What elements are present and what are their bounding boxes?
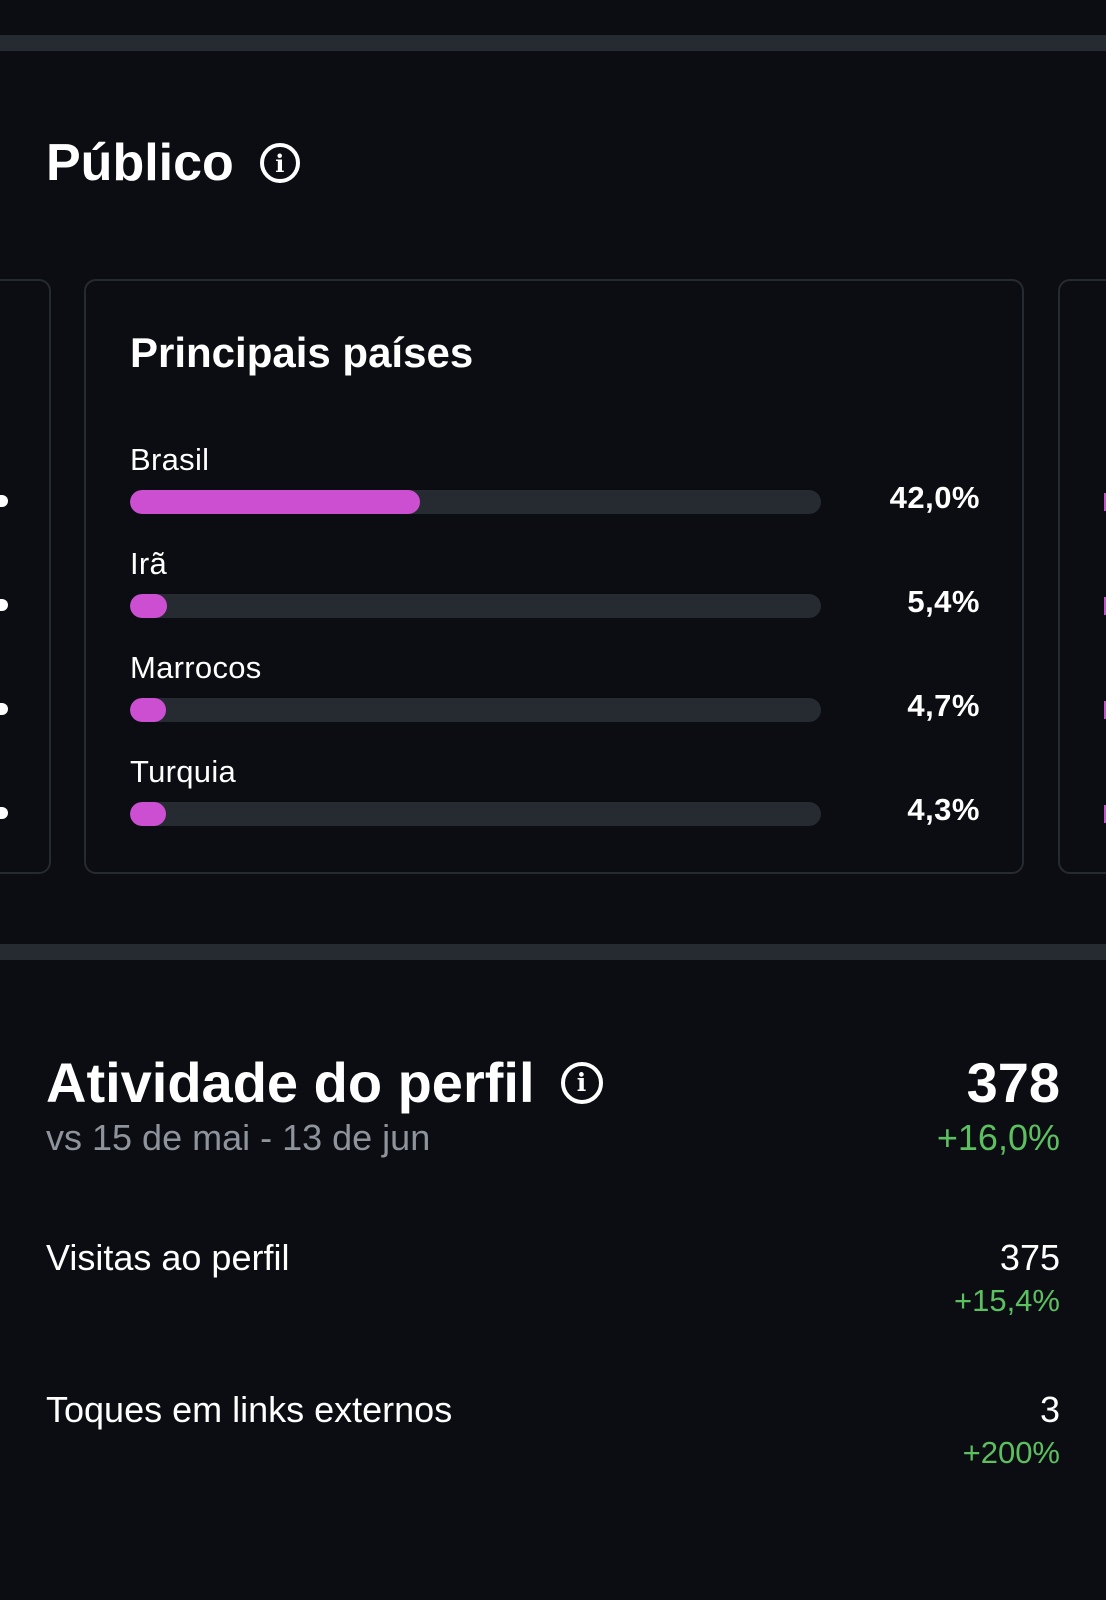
country-name: Irã [130, 546, 168, 581]
partial-bar [1104, 597, 1106, 615]
country-name: Brasil [130, 442, 210, 477]
cities-card-partial[interactable] [1058, 279, 1106, 874]
country-bar-track [130, 802, 821, 826]
partial-value-mark [0, 495, 8, 507]
activity-header: Atividade do perfil i [46, 1050, 603, 1115]
section-divider [0, 35, 1106, 51]
metric-row-external-links[interactable]: Toques em links externos 3 +200% [46, 1389, 1060, 1499]
activity-total: 378 [966, 1051, 1060, 1114]
country-percent: 4,7% [907, 688, 980, 723]
country-bar-track [130, 698, 821, 722]
partial-value-mark [0, 599, 8, 611]
info-icon[interactable]: i [259, 143, 300, 183]
country-bar-fill [130, 594, 168, 618]
metric-value: 375 [999, 1237, 1060, 1278]
metric-label: Toques em links externos [46, 1389, 453, 1430]
country-percent: 4,3% [907, 792, 980, 827]
country-bar-fill [130, 698, 166, 722]
country-name: Marrocos [130, 650, 262, 685]
country-row: Brasil 42,0% [130, 442, 980, 546]
age-card-partial[interactable] [0, 279, 51, 874]
country-row: Irã 5,4% [130, 546, 980, 650]
section-divider [0, 944, 1106, 960]
metric-row-profile-visits[interactable]: Visitas ao perfil 375 +15,4% [46, 1237, 1060, 1347]
metric-value: 3 [1039, 1389, 1060, 1430]
partial-value-mark [0, 807, 8, 819]
partial-bar [1104, 701, 1106, 719]
publico-header: Público i [46, 133, 300, 193]
activity-total-change: +16,0% [936, 1117, 1060, 1158]
country-row: Turquia 4,3% [130, 754, 980, 858]
country-name: Turquia [130, 754, 237, 789]
top-countries-card[interactable]: Principais países Brasil 42,0% Irã 5,4% … [84, 279, 1024, 874]
country-bar-fill [130, 802, 166, 826]
country-percent: 42,0% [889, 480, 980, 515]
country-row: Marrocos 4,7% [130, 650, 980, 754]
top-countries-title: Principais países [130, 329, 474, 376]
publico-title: Público [46, 134, 234, 192]
country-percent: 5,4% [907, 584, 980, 619]
compare-period: vs 15 de mai - 13 de jun [46, 1117, 431, 1158]
partial-bar [1104, 805, 1106, 823]
partial-value-mark [0, 703, 8, 715]
activity-title: Atividade do perfil [46, 1051, 535, 1114]
metric-label: Visitas ao perfil [46, 1237, 290, 1278]
metric-change: +15,4% [953, 1283, 1060, 1318]
partial-bar [1104, 493, 1106, 511]
country-bar-track [130, 594, 821, 618]
country-bar-fill [130, 490, 421, 514]
info-icon[interactable]: i [560, 1061, 603, 1104]
country-bar-track [130, 490, 821, 514]
metric-change: +200% [962, 1435, 1060, 1470]
